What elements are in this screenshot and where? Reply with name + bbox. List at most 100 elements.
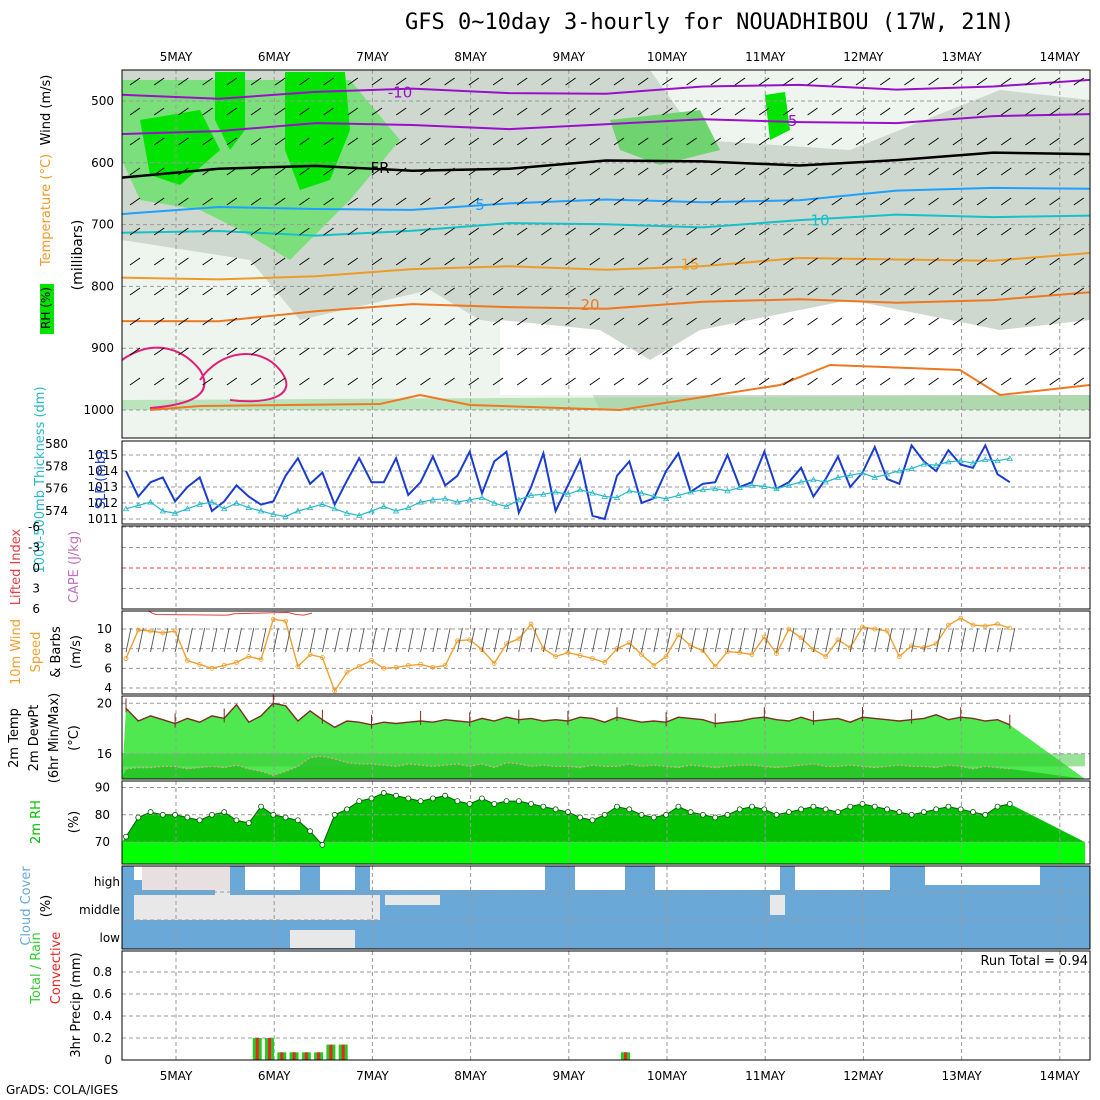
wind-barb	[153, 77, 165, 86]
wind-barb	[274, 377, 286, 386]
wind-barb	[395, 627, 402, 653]
wind-barb	[734, 257, 746, 266]
panel-slp-frame	[121, 440, 1091, 525]
rh-region-dry	[500, 300, 1090, 395]
li-tick: -3	[28, 541, 40, 555]
precip-legend-convective: Convective	[49, 932, 64, 1005]
wind-barb	[468, 287, 480, 296]
wind-barb	[807, 137, 818, 146]
bottom-date-label: 11MAY	[745, 1069, 786, 1083]
cloud-gap	[925, 866, 1040, 885]
wind-barb	[178, 227, 189, 236]
wind-barb	[1025, 257, 1036, 266]
rh-point	[663, 811, 669, 818]
thickness-point	[540, 490, 547, 497]
wind-barb	[662, 167, 673, 176]
wind-barb	[248, 627, 255, 653]
wind-barb	[1049, 197, 1060, 206]
wind-axis-label-1: 10m Wind	[9, 619, 24, 685]
wind-barb	[928, 377, 939, 386]
thickness-point	[466, 496, 473, 503]
thickness-point	[380, 503, 387, 509]
wind-speed-point	[405, 662, 411, 668]
rh-point	[270, 811, 277, 818]
wind-barb	[178, 107, 189, 116]
wind-barb	[444, 287, 455, 296]
wind-speed-point	[197, 662, 203, 667]
temp-axis-label-1: 2m Temp	[7, 708, 22, 768]
wind-barb	[855, 107, 867, 116]
thickness-point	[491, 499, 498, 506]
wind-barb	[468, 107, 480, 116]
wind-speed-point	[491, 661, 497, 666]
wind-barb	[831, 167, 843, 176]
wind-barb	[637, 107, 649, 116]
run-total-label: Run Total = 0.94	[980, 954, 1088, 969]
rh2m-unit-label: (%)	[67, 811, 82, 834]
wind-barb	[976, 347, 988, 356]
wind-barb	[952, 77, 964, 86]
thickness-point	[736, 484, 743, 490]
wind-barb	[904, 317, 915, 326]
wind-barb	[371, 77, 383, 86]
wind-barb	[444, 347, 455, 356]
wind-barb	[323, 167, 334, 176]
top-date-label: 14MAY	[1040, 50, 1081, 64]
wind-barb	[686, 317, 697, 326]
wind-barb	[690, 627, 697, 653]
wind-barb	[997, 627, 1003, 653]
wind-barb	[710, 257, 722, 266]
rh-point	[258, 803, 264, 810]
wind-barb	[178, 377, 189, 386]
wind-barb	[153, 197, 165, 206]
wind-barb	[420, 317, 431, 326]
wind-barb	[677, 627, 684, 653]
wind-barb	[395, 227, 407, 236]
thickness-point	[515, 496, 522, 503]
wind-barb	[1000, 347, 1012, 356]
wind-speed-point	[970, 622, 976, 628]
pressure-tick-label: 600	[91, 156, 114, 170]
wind-barb	[516, 227, 528, 236]
wind-barb	[855, 77, 867, 86]
wind-barb	[831, 197, 843, 206]
pressure-tick-label: 700	[91, 218, 114, 232]
wind-barb	[516, 257, 528, 266]
wind-barb	[1073, 107, 1085, 116]
cloud-gap	[655, 866, 780, 890]
rh-point	[147, 809, 154, 815]
wind-barb	[1049, 317, 1060, 326]
wind-barb	[637, 287, 649, 296]
rh-point	[970, 809, 976, 815]
wind-barb	[855, 347, 867, 356]
rh-legend-swatch	[40, 284, 54, 334]
wind-speed-point	[430, 664, 436, 670]
wind-barb	[589, 257, 601, 266]
bottom-date-label: 12MAY	[843, 1069, 884, 1083]
wind-speed-point	[995, 621, 1000, 627]
wind-speed-point	[516, 636, 522, 642]
rh-point	[515, 798, 522, 805]
wind-barb	[976, 77, 988, 86]
wind-speed-point	[356, 663, 362, 669]
wind-barb	[226, 317, 238, 326]
wind-speed-point	[528, 621, 534, 627]
wind-barb	[928, 227, 939, 236]
wind-barb	[199, 627, 206, 653]
rh-point	[785, 809, 792, 815]
wind-speed-point	[258, 657, 264, 662]
precip-bar-convective	[304, 1052, 308, 1060]
wind-barb	[783, 377, 794, 386]
cloud-row-label-middle: middle	[79, 903, 120, 917]
wind-barb	[250, 287, 262, 296]
wind-barb	[323, 317, 334, 326]
dewpt-line	[125, 755, 1010, 776]
rh-point	[577, 814, 584, 821]
wind-barb	[710, 197, 722, 206]
wind-barb	[347, 347, 359, 356]
precip-bar-convective	[255, 1038, 259, 1060]
wind-speed-point	[135, 627, 141, 633]
wind-barb	[783, 77, 794, 86]
wind-barb	[274, 107, 286, 116]
isotherm-label: 5	[475, 196, 485, 214]
